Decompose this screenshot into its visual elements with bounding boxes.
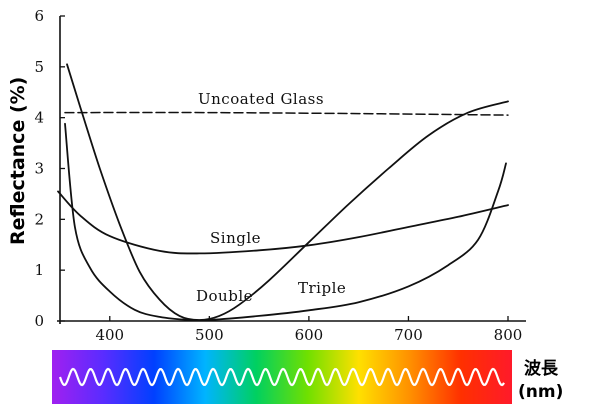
y-tick-label: 6 (34, 7, 44, 25)
series-line-double (66, 63, 509, 321)
tick-labels: 0 1 2 3 4 5 6 400 500 600 700 800 (34, 7, 522, 344)
x-tick-label: 400 (95, 326, 124, 344)
y-tick-label: 2 (34, 210, 44, 228)
series-group (57, 63, 509, 322)
y-tick-label: 3 (34, 160, 44, 178)
series-line-single (57, 190, 509, 255)
series-line-triple (64, 122, 507, 322)
wavelength-label-line2: (nm) (518, 382, 563, 402)
x-tick-label: 500 (195, 326, 224, 344)
x-tick-label: 700 (394, 326, 423, 344)
wavelength-spectrum-bar (52, 350, 512, 404)
y-tick-label: 0 (34, 312, 44, 330)
x-tick-label: 600 (295, 326, 324, 344)
x-tick-label: 800 (494, 326, 523, 344)
wave-pattern (58, 367, 505, 387)
series-line-uncoated-glass (64, 111, 509, 116)
wavelength-label-line1: 波長 (524, 358, 559, 379)
label-uncoated-glass: Uncoated Glass (198, 90, 324, 108)
curve-labels: Uncoated Glass Single Double Triple (196, 90, 346, 305)
wavelength-label: 波長 (nm) (518, 358, 563, 402)
axes (57, 16, 526, 324)
y-axis-label: Reflectance (%) (7, 77, 29, 245)
y-tick-label: 1 (34, 261, 44, 279)
label-single: Single (210, 229, 261, 247)
label-triple: Triple (298, 279, 346, 297)
y-tick-label: 5 (34, 58, 44, 76)
label-double: Double (196, 287, 253, 305)
y-tick-label: 4 (34, 109, 44, 127)
